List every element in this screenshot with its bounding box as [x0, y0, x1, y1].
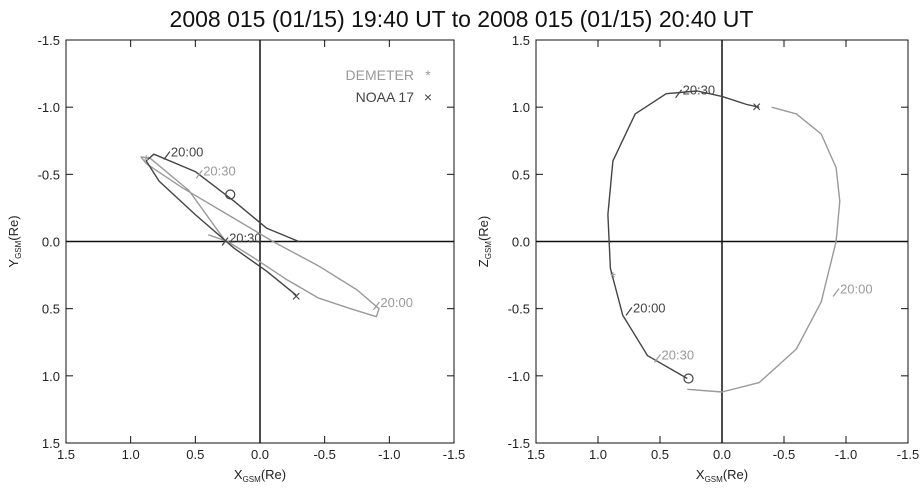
y-tick-label: 1.5 — [42, 436, 60, 451]
x-tick-label: -1.5 — [897, 447, 919, 462]
y-tick-label: 0.5 — [512, 167, 530, 182]
y-tick-label: -1.5 — [38, 33, 60, 48]
x-tick-label: 0.0 — [251, 447, 269, 462]
time-tick — [372, 301, 380, 311]
marker-star: * — [143, 153, 149, 170]
time-tick — [654, 354, 662, 363]
x-tick-label: -0.5 — [773, 447, 795, 462]
x-tick-label: 0.5 — [186, 447, 204, 462]
y-tick-label: 0.0 — [42, 235, 60, 250]
y-tick-label: 1.5 — [512, 33, 530, 48]
x-tick-label: 1.0 — [122, 447, 140, 462]
time-tick — [163, 151, 171, 160]
legend-label: NOAA 17 — [356, 89, 415, 105]
time-label: 20:30 — [683, 83, 716, 98]
series-line-demeter — [687, 106, 841, 393]
series-line-noaa-17 — [607, 90, 760, 380]
y-tick-label: -1.0 — [38, 100, 60, 115]
time-label: 20:00 — [840, 282, 873, 297]
marker-circle — [225, 189, 236, 200]
x-axis-title: XGSM(Re) — [234, 467, 286, 484]
time-label: 20:00 — [380, 295, 413, 310]
y-axis-title: YGSM(Re) — [6, 215, 23, 267]
x-tick-label: 0.0 — [713, 447, 731, 462]
x-tick-label: 1.5 — [527, 447, 545, 462]
chart-title: 2008 015 (01/15) 19:40 UT to 2008 015 (0… — [169, 6, 754, 32]
marker-circle — [683, 373, 694, 384]
series-line-demeter — [140, 156, 380, 318]
marker-cross: × — [292, 289, 301, 306]
y-axis-title: ZGSM(Re) — [476, 216, 493, 267]
x-axis-title: XGSM(Re) — [696, 467, 748, 484]
marker-cross: × — [752, 99, 761, 116]
y-tick-label: -1.0 — [508, 369, 530, 384]
time-label: 20:00 — [633, 300, 666, 315]
y-tick-label: -1.5 — [508, 436, 530, 451]
x-tick-label: -1.0 — [835, 447, 857, 462]
x-tick-label: 0.5 — [651, 447, 669, 462]
x-tick-label: 1.5 — [57, 447, 75, 462]
time-label: 20:30 — [203, 163, 236, 178]
x-tick-label: -1.0 — [378, 447, 400, 462]
time-tick — [221, 237, 229, 246]
time-tick — [625, 306, 633, 316]
time-tick — [832, 288, 840, 297]
marker-star: * — [610, 270, 616, 287]
time-label: 20:30 — [229, 231, 262, 246]
panel-2: 1.5 1.0 0.5 0.0 -0.5 -1.0 -1.51.51.00.50.0-0.5… — [476, 33, 919, 484]
x-tick-label: 1.0 — [589, 447, 607, 462]
y-tick-label: 1.0 — [42, 369, 60, 384]
legend-label: DEMETER — [346, 67, 414, 83]
y-tick-label: 1.0 — [512, 100, 530, 115]
panel-1: 1.5 1.0 0.5 0.0 -0.5 -1.0 -1.5 -1.5 -1.0 -0.5 0.0 0… — [6, 33, 465, 484]
y-tick-label: -0.5 — [38, 167, 60, 182]
time-label: 20:00 — [171, 145, 204, 160]
time-tick — [195, 169, 203, 179]
y-tick-label: 0.5 — [42, 302, 60, 317]
time-tick — [675, 89, 683, 99]
x-tick-label: -0.5 — [313, 447, 335, 462]
y-tick-label: -0.5 — [508, 302, 530, 317]
legend-symbol: * — [425, 67, 431, 83]
series-line-noaa-17 — [145, 153, 300, 296]
legend-symbol: × — [424, 89, 432, 105]
x-tick-label: -1.5 — [443, 447, 465, 462]
time-label: 20:30 — [662, 347, 695, 362]
y-tick-label: 0.0 — [512, 235, 530, 250]
